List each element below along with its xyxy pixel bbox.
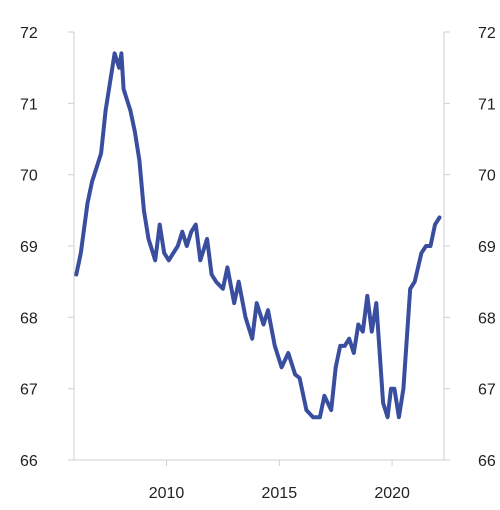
series-layer [74, 51, 442, 420]
y-tick-label-right: 66 [478, 453, 496, 470]
y-tick-label-left: 70 [20, 168, 38, 185]
chart-axes [68, 31, 450, 466]
series-line [74, 51, 442, 420]
y-tick-label-left: 69 [20, 239, 38, 256]
y-tick-label-right: 71 [478, 96, 496, 113]
y-tick-label-right: 67 [478, 382, 496, 399]
y-tick-label-left: 68 [20, 310, 38, 327]
x-tick-label: 2015 [262, 485, 298, 502]
y-tick-label-left: 66 [20, 453, 38, 470]
x-tick-label: 2010 [149, 485, 185, 502]
x-tick-label: 2020 [374, 485, 410, 502]
y-tick-label-left: 72 [20, 25, 38, 42]
y-tick-label-left: 67 [20, 382, 38, 399]
y-tick-label-right: 68 [478, 310, 496, 327]
y-tick-label-right: 69 [478, 239, 496, 256]
y-tick-label-right: 70 [478, 168, 496, 185]
tick-labels: 66 66 67 67 68 68 69 69 70 70 71 71 72 72 2010 2015 2020 [20, 25, 496, 502]
y-tick-label-left: 71 [20, 96, 38, 113]
y-tick-label-right: 72 [478, 25, 496, 42]
